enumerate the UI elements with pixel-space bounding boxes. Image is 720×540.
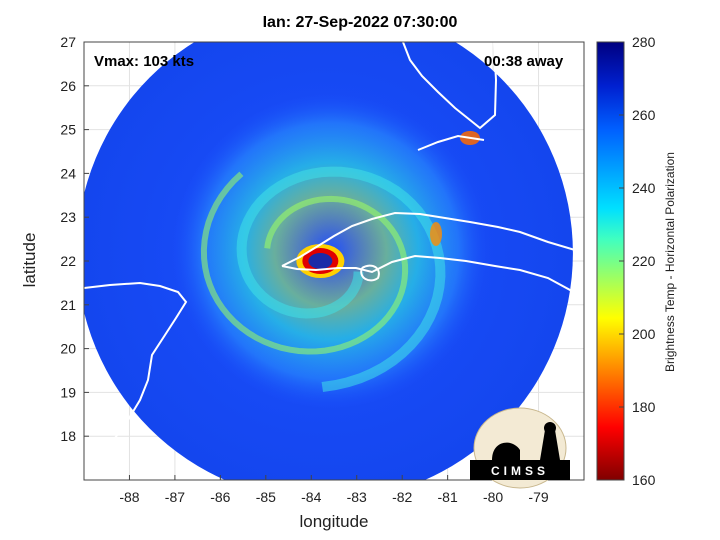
florida-coast [402, 42, 498, 130]
x-tick-label: -88 [119, 489, 139, 505]
colorbar-tick-label: 220 [632, 253, 656, 269]
vmax-label: Vmax: 103 kts [94, 53, 195, 70]
x-tick-label: -82 [392, 489, 412, 505]
florida-keys [417, 134, 485, 151]
y-tick-label: 20 [60, 341, 76, 357]
y-tick-label: 19 [60, 384, 76, 400]
page-title: Ian: 27-Sep-2022 07:30:00 [262, 14, 458, 31]
rainband [236, 166, 446, 392]
coastlines [84, 42, 584, 461]
y-tick-label: 18 [60, 428, 76, 444]
x-ticks: -88 -87 -86 -85 -84 -83 -82 -81 -80 -79 [119, 475, 549, 505]
y-tick-label: 26 [60, 78, 76, 94]
x-tick-label: -83 [347, 489, 367, 505]
y-tick-label: 21 [60, 297, 76, 313]
x-tick-label: -87 [165, 489, 185, 505]
cuba-north-coast [281, 211, 584, 267]
x-axis-label: longitude [299, 512, 369, 531]
y-axis-label: latitude [20, 232, 39, 288]
cimss-logo: CIMSS [470, 407, 570, 489]
colorbar-tick-label: 240 [632, 180, 656, 196]
cuba-south-coast [281, 254, 584, 303]
colorbar-tick-label: 160 [632, 472, 656, 488]
eyewall [296, 244, 345, 278]
y-tick-label: 25 [60, 122, 76, 138]
colorbar-tick-label: 280 [632, 34, 656, 50]
x-tick-label: -81 [438, 489, 458, 505]
isla-juventud [360, 264, 380, 282]
y-ticks: 18 19 20 21 22 23 24 25 26 27 [60, 34, 89, 444]
convective-cell [430, 222, 442, 246]
y-tick-label: 22 [60, 253, 76, 269]
yucatan-coast [84, 281, 188, 461]
x-tick-label: -85 [256, 489, 276, 505]
colorbar-ticks: 160 180 200 220 240 260 280 [619, 34, 656, 488]
x-tick-label: -79 [528, 489, 548, 505]
x-tick-label: -86 [210, 489, 230, 505]
rainband [200, 171, 409, 355]
colorbar-tick-label: 260 [632, 107, 656, 123]
x-tick-label: -80 [483, 489, 503, 505]
time-away-label: 00:38 away [484, 53, 564, 70]
y-tick-label: 24 [60, 165, 76, 181]
cimss-logo-text: CIMSS [491, 464, 549, 478]
y-tick-label: 23 [60, 209, 76, 225]
x-tick-label: -84 [301, 489, 321, 505]
colorbar-label: Brightness Temp - Horizontal Polarizatio… [663, 152, 677, 372]
colorbar-tick-label: 200 [632, 326, 656, 342]
y-tick-label: 27 [60, 34, 76, 50]
colorbar-tick-label: 180 [632, 399, 656, 415]
